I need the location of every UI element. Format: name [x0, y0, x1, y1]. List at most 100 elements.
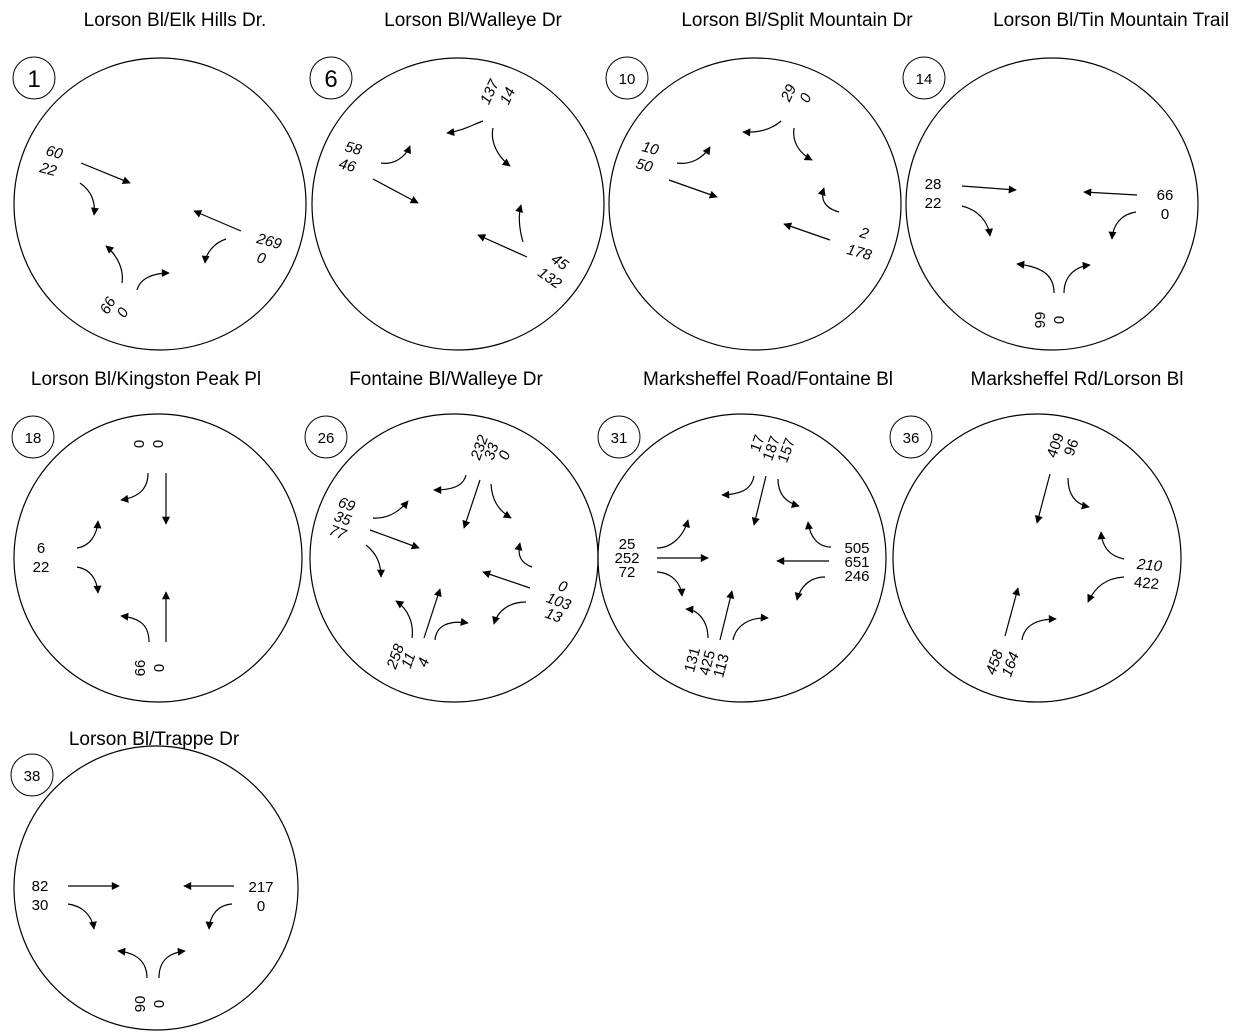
volume-west-through: 28 — [925, 176, 942, 193]
east-through-arrow — [477, 234, 528, 258]
volume-south-right: 113 — [710, 652, 733, 680]
east-left-arrow — [201, 238, 227, 264]
intersection-circle — [597, 413, 887, 703]
south-right-arrow — [136, 269, 170, 291]
volume-west-through: 60 — [44, 142, 65, 163]
volume-south-left: 90 — [132, 996, 149, 1013]
intersection-title: Lorson Bl/Elk Hills Dr. — [84, 10, 267, 31]
volume-north-right: 137 — [477, 77, 503, 107]
south-left-arrow — [105, 245, 123, 284]
intersection-10: Lorson Bl/Split Mountain Dr 10 29 0 10 5… — [605, 10, 913, 351]
volume-west-right: 30 — [32, 897, 49, 914]
volume-north-right: 29 — [777, 81, 800, 105]
volume-east-left: 0 — [255, 249, 268, 268]
west-through-arrow — [372, 178, 419, 204]
volume-north-through: 33 — [481, 440, 503, 462]
volume-south-left: 66 — [132, 660, 149, 677]
volume-east-right: 210 — [1135, 556, 1163, 576]
id-badge — [889, 415, 933, 459]
intersection-title: Lorson Bl/Walleye Dr — [384, 10, 562, 31]
south-left-arrow — [1016, 260, 1055, 294]
west-through-arrow — [961, 185, 1017, 194]
id-badge — [597, 415, 641, 459]
id-badge-label: 31 — [611, 430, 628, 447]
id-badge-label: 36 — [903, 430, 920, 447]
west-right-arrow — [76, 566, 102, 594]
south-right-arrow — [434, 617, 469, 641]
west-through-arrow — [369, 529, 420, 550]
volume-west-through: 252 — [614, 550, 639, 567]
west-through-arrow — [80, 162, 131, 184]
id-badge — [12, 56, 56, 100]
intersection-circle — [13, 413, 303, 703]
id-badge-label: 38 — [24, 768, 41, 785]
intersection-title: Lorson Bl/Tin Mountain Trail — [993, 10, 1229, 31]
volume-east-through: 66 — [1157, 187, 1174, 204]
north-right-arrow — [446, 120, 484, 137]
volume-west-right: 22 — [33, 559, 50, 576]
west-left-arrow — [656, 519, 690, 549]
volume-south-through: 11 — [398, 650, 419, 670]
volume-north-right: 0 — [131, 440, 148, 448]
volume-west-right: 77 — [327, 522, 349, 544]
west-left-arrow — [676, 146, 711, 164]
intersection-title: Marksheffel Rd/Lorson Bl — [971, 369, 1184, 390]
volume-east-left: 422 — [1133, 574, 1160, 594]
movement-arrows — [79, 162, 242, 291]
east-through-arrow — [783, 222, 831, 241]
volume-west-right: 22 — [925, 195, 942, 212]
intersection-14: Lorson Bl/Tin Mountain Trail 14 28 22 66… — [902, 10, 1229, 351]
north-left-arrow — [1067, 477, 1090, 510]
east-through-arrow — [193, 210, 242, 232]
south-left-arrow — [395, 600, 413, 639]
south-through-arrow — [1004, 587, 1020, 637]
north-right-arrow — [721, 475, 755, 499]
east-left-arrow — [1087, 576, 1125, 603]
movement-arrows — [372, 120, 528, 258]
volume-north-left: 0 — [796, 90, 815, 105]
intersection-title: Marksheffel Road/Fontaine Bl — [643, 369, 893, 390]
east-left-arrow — [205, 903, 233, 930]
movement-arrows — [365, 474, 533, 641]
west-right-arrow — [79, 182, 99, 216]
volume-west-left: 25 — [619, 536, 636, 553]
west-right-arrow — [961, 205, 994, 237]
volume-south-right: 4 — [414, 656, 433, 670]
movement-arrows — [668, 120, 840, 241]
volume-north-left: 0 — [495, 448, 514, 462]
north-through-arrow — [462, 479, 481, 529]
movement-arrows — [656, 475, 832, 641]
west-left-arrow — [380, 145, 411, 164]
movement-arrows — [961, 185, 1138, 294]
east-right-arrow — [514, 542, 533, 568]
intersection-18: Lorson Bl/Kingston Peak Pl 18 0 0 6 22 6… — [11, 369, 303, 703]
intersection-26: Fontaine Bl/Walleye Dr 26 232 33 0 69 35… — [304, 369, 599, 703]
west-right-arrow — [67, 903, 97, 930]
north-left-arrow — [490, 483, 512, 519]
volume-south-left: 99 — [1032, 312, 1049, 329]
volume-south-through: 425 — [696, 649, 719, 678]
volume-south-right: 0 — [1051, 316, 1068, 324]
south-right-arrow — [732, 613, 769, 641]
south-right-arrow — [158, 947, 186, 979]
volume-east-through: 217 — [248, 879, 273, 896]
volume-west-left: 58 — [343, 138, 364, 159]
volume-west-through: 35 — [332, 508, 354, 530]
intersection-circle — [905, 57, 1199, 351]
id-badge-label: 18 — [25, 430, 42, 447]
id-badge — [309, 56, 353, 100]
id-badge-label: 26 — [318, 430, 335, 447]
west-left-arrow — [76, 520, 102, 549]
west-right-arrow — [656, 571, 686, 597]
west-through-arrow — [668, 179, 718, 199]
south-left-arrow — [117, 947, 148, 979]
south-left-arrow — [685, 605, 709, 639]
volume-north-through: 0 — [150, 440, 167, 448]
north-right-arrow — [742, 120, 782, 137]
id-badge — [304, 415, 348, 459]
volume-west-left: 69 — [336, 494, 358, 516]
volume-south-right: 0 — [114, 304, 133, 320]
id-badge — [11, 415, 55, 459]
south-left-arrow — [120, 612, 150, 643]
